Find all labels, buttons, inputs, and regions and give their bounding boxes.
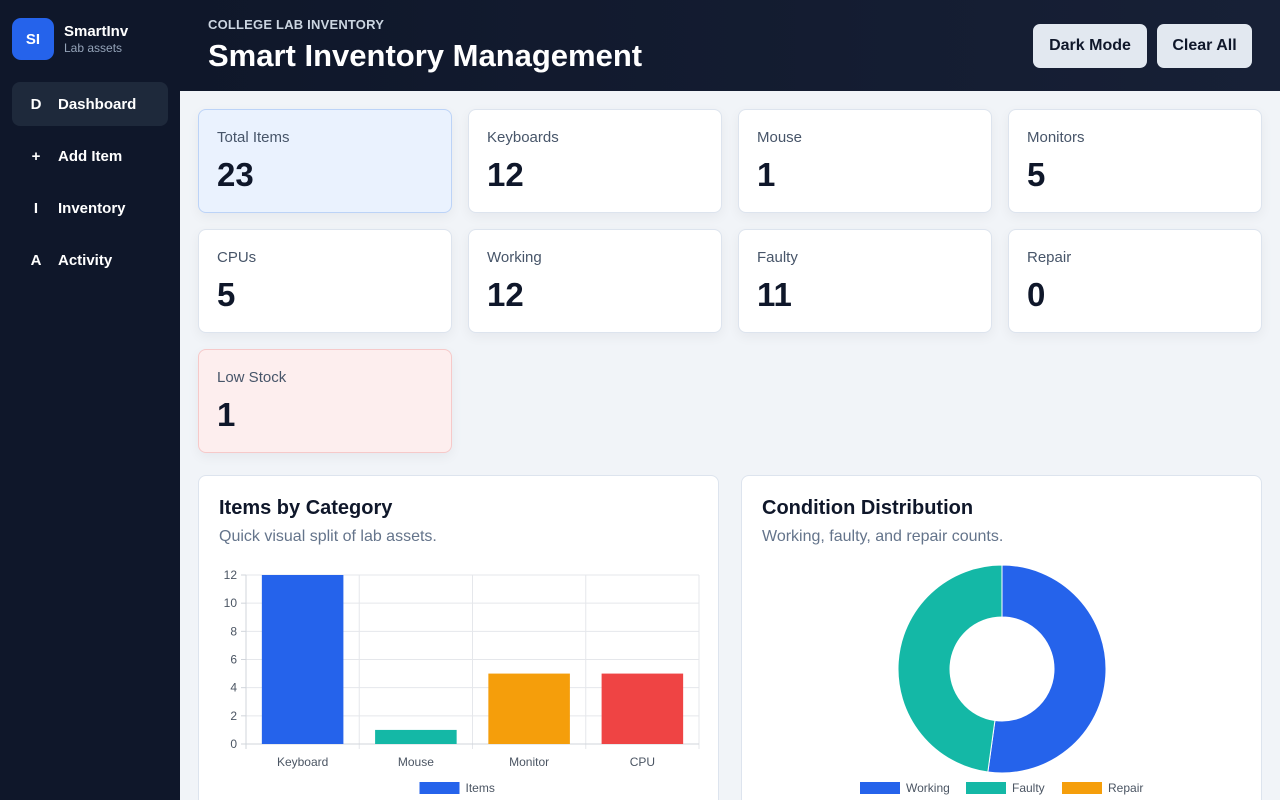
x-tick-label: Monitor — [509, 755, 549, 769]
bar-keyboard — [261, 575, 344, 744]
legend-swatch-faulty — [966, 782, 1006, 794]
activity-icon: A — [30, 251, 42, 269]
stat-value: 5 — [1027, 156, 1046, 193]
sidebar-item-add-item[interactable]: + Add Item — [12, 134, 168, 178]
brand-text: SmartInv Lab assets — [64, 23, 128, 55]
brand-subtitle: Lab assets — [64, 41, 123, 55]
stat-card-keyboards: Keyboards 12 — [468, 109, 722, 213]
panel-title: Condition Distribution — [762, 497, 974, 519]
panel-subtitle: Quick visual split of lab assets. — [219, 528, 437, 545]
x-tick-label: Keyboard — [277, 755, 328, 769]
stat-value: 12 — [487, 156, 524, 193]
x-tick-label: CPU — [630, 755, 655, 769]
stat-label: Keyboards — [487, 129, 559, 146]
plus-icon: + — [31, 147, 41, 165]
stat-label: Low Stock — [217, 369, 287, 386]
sidebar-item-label: Activity — [58, 251, 113, 269]
sidebar-nav: D Dashboard + Add Item I Inventory A Act… — [12, 82, 168, 290]
dark-mode-button[interactable]: Dark Mode — [1033, 24, 1147, 68]
stat-card-working: Working 12 — [468, 229, 722, 333]
stat-label: Mouse — [757, 129, 803, 146]
sidebar-item-label: Inventory — [58, 199, 126, 217]
donut-slice-faulty — [897, 564, 1003, 773]
x-tick-label: Mouse — [398, 755, 434, 769]
y-tick-label: 0 — [230, 737, 237, 751]
sidebar-item-dashboard[interactable]: D Dashboard — [12, 82, 168, 126]
y-tick-label: 12 — [224, 568, 238, 582]
legend-label-faulty: Faulty — [1012, 781, 1045, 795]
y-tick-label: 4 — [230, 681, 237, 695]
y-tick-label: 8 — [230, 624, 237, 638]
stat-card-cpus: CPUs 5 — [198, 229, 452, 333]
stat-card-total-items: Total Items 23 — [198, 109, 452, 213]
stat-label: Working — [487, 249, 542, 266]
stat-value: 1 — [757, 156, 776, 193]
bar-monitor — [488, 673, 570, 744]
legend-label-items: Items — [466, 781, 495, 795]
y-tick-label: 6 — [230, 653, 237, 667]
category-chart-panel: Items by Category Quick visual split of … — [198, 475, 719, 800]
page-title: Smart Inventory Management — [208, 38, 643, 73]
brand-logo: SI — [12, 18, 54, 60]
legend-label-repair: Repair — [1108, 781, 1143, 795]
legend-swatch-items — [419, 782, 460, 794]
dashboard-icon: D — [30, 95, 42, 113]
stat-value: 0 — [1027, 276, 1046, 313]
stat-label: Total Items — [217, 129, 290, 146]
sidebar-item-label: Dashboard — [58, 95, 137, 113]
stat-label: CPUs — [217, 249, 257, 266]
inventory-icon: I — [33, 199, 39, 217]
header-eyebrow: COLLEGE LAB INVENTORY — [208, 17, 385, 32]
sidebar: SI SmartInv Lab assets D Dashboard + Add… — [0, 0, 180, 800]
sidebar-item-inventory[interactable]: I Inventory — [12, 186, 168, 230]
y-tick-label: 2 — [230, 709, 237, 723]
stat-value: 5 — [217, 276, 236, 313]
bar-mouse — [375, 729, 457, 744]
y-tick-label: 10 — [224, 596, 238, 610]
stat-value: 12 — [487, 276, 524, 313]
stat-value: 23 — [217, 156, 254, 193]
stat-card-faulty: Faulty 11 — [738, 229, 992, 333]
stat-value: 1 — [217, 396, 236, 433]
stat-label: Faulty — [757, 249, 798, 266]
bar-chart: 0 2 4 6 8 10 12 Keyboard Mouse Monitor CPU Items — [224, 568, 700, 795]
stat-label: Repair — [1027, 249, 1072, 266]
panel-title: Items by Category — [219, 497, 393, 519]
bar-cpu — [601, 673, 684, 744]
donut-chart: Working Faulty Repair — [860, 564, 1143, 795]
legend-label-working: Working — [906, 781, 950, 795]
panel-subtitle: Working, faulty, and repair counts. — [762, 528, 1004, 545]
brand[interactable]: SI SmartInv Lab assets — [12, 18, 128, 60]
sidebar-item-label: Add Item — [58, 147, 123, 165]
stat-label: Monitors — [1027, 129, 1085, 146]
donut-slice-working — [987, 564, 1107, 774]
page-header: COLLEGE LAB INVENTORY Smart Inventory Ma… — [180, 0, 1280, 91]
stat-card-repair: Repair 0 — [1008, 229, 1262, 333]
legend-swatch-repair — [1062, 782, 1102, 794]
stat-value: 11 — [757, 276, 792, 313]
legend-swatch-working — [860, 782, 900, 794]
sidebar-item-activity[interactable]: A Activity — [12, 238, 168, 282]
brand-name: SmartInv — [64, 23, 129, 40]
clear-all-button[interactable]: Clear All — [1157, 24, 1252, 68]
stat-card-mouse: Mouse 1 — [738, 109, 992, 213]
condition-chart-panel: Condition Distribution Working, faulty, … — [741, 475, 1262, 800]
stat-card-monitors: Monitors 5 — [1008, 109, 1262, 213]
stat-card-low-stock: Low Stock 1 — [198, 349, 452, 453]
